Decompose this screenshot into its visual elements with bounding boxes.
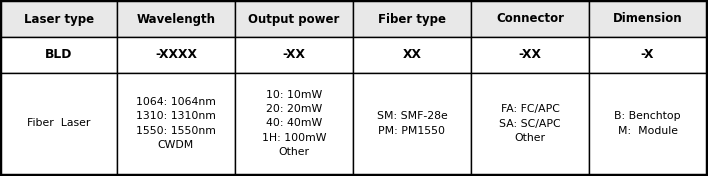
Text: Laser type: Laser type (24, 12, 94, 26)
Text: -XXXX: -XXXX (155, 49, 197, 61)
Bar (589, 1, 706, 37)
Text: -X: -X (641, 49, 654, 61)
Bar (235, 1, 353, 37)
Text: Connector: Connector (496, 12, 564, 26)
Bar (471, 37, 589, 73)
Bar (353, 73, 471, 174)
Bar (235, 37, 353, 73)
Bar (589, 37, 706, 73)
Text: XX: XX (403, 49, 421, 61)
Text: Fiber  Laser: Fiber Laser (28, 118, 91, 128)
Text: BLD: BLD (45, 49, 73, 61)
Text: Wavelength: Wavelength (137, 12, 215, 26)
Text: -XX: -XX (282, 49, 305, 61)
Bar (1, 1, 117, 37)
Bar (471, 1, 589, 37)
Bar (353, 1, 471, 37)
Bar (117, 37, 235, 73)
Bar (117, 73, 235, 174)
Text: B: Benchtop
M:  Module: B: Benchtop M: Module (614, 111, 681, 136)
Bar (1, 37, 117, 73)
Text: 10: 10mW
20: 20mW
40: 40mW
1H: 100mW
Other: 10: 10mW 20: 20mW 40: 40mW 1H: 100mW Oth… (262, 90, 326, 157)
Bar (353, 37, 471, 73)
Bar (1, 73, 117, 174)
Bar (235, 73, 353, 174)
Bar (589, 73, 706, 174)
Bar (117, 1, 235, 37)
Text: FA: FC/APC
SA: SC/APC
Other: FA: FC/APC SA: SC/APC Other (499, 104, 561, 143)
Text: -XX: -XX (518, 49, 542, 61)
Bar (471, 73, 589, 174)
Text: Output power: Output power (249, 12, 340, 26)
Text: 1064: 1064nm
1310: 1310nm
1550: 1550nm
CWDM: 1064: 1064nm 1310: 1310nm 1550: 1550nm C… (136, 97, 216, 150)
Text: Fiber type: Fiber type (378, 12, 446, 26)
Text: Dimension: Dimension (612, 12, 683, 26)
Text: SM: SMF-28e
PM: PM1550: SM: SMF-28e PM: PM1550 (377, 111, 447, 136)
